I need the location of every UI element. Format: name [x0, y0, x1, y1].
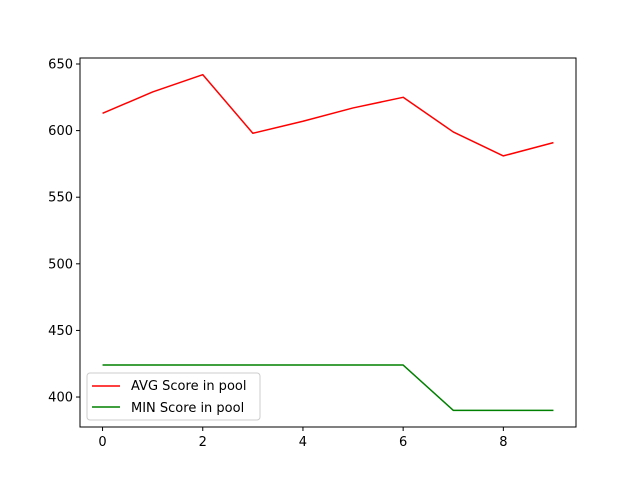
x-tick-label: 8: [499, 435, 507, 450]
y-tick-label: 450: [48, 324, 73, 339]
series-line-1: [102, 364, 554, 412]
legend-box: [86, 372, 261, 421]
legend-label-avg: AVG Score in pool: [131, 379, 246, 394]
x-tick-label: 2: [199, 435, 207, 450]
x-tick-label: 0: [98, 435, 106, 450]
legend-label-min: MIN Score in pool: [131, 401, 244, 416]
legend: AVG Score in pool MIN Score in pool: [86, 372, 261, 421]
y-tick-label: 550: [48, 191, 73, 206]
plot-frame: [79, 57, 577, 428]
series-line-0: [102, 73, 554, 157]
series-lines: [102, 73, 554, 412]
x-tick-label: 4: [299, 435, 307, 450]
plot-area: [80, 58, 576, 427]
x-tick-label: 6: [399, 435, 407, 450]
y-tick-label: 600: [48, 124, 73, 139]
x-axis: 0 2 4 6 8: [98, 427, 507, 450]
y-axis: 400 450 500 550 600 650: [48, 57, 80, 406]
y-tick-label: 500: [48, 257, 73, 272]
y-tick-label: 400: [48, 391, 73, 406]
y-tick-label: 650: [48, 57, 73, 72]
